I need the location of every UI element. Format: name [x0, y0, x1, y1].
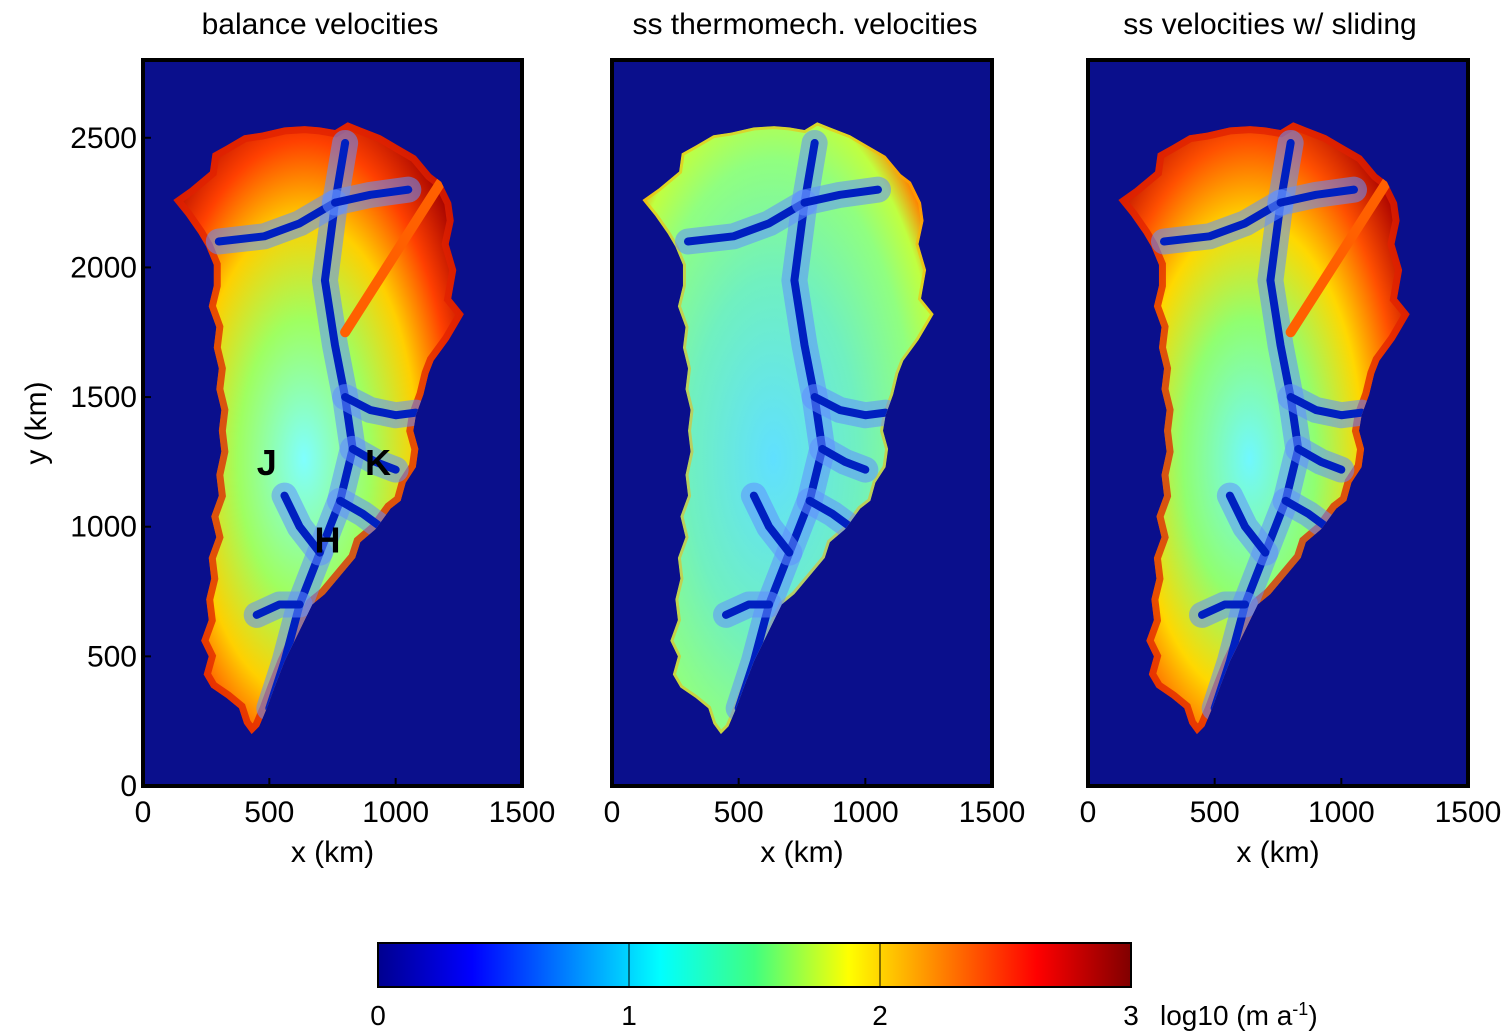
panel-title: ss velocities w/ sliding	[1123, 8, 1416, 41]
x-axis-label: x (km)	[760, 836, 843, 869]
ice-divide	[252, 600, 304, 619]
panel-3: ss velocities w/ sliding 0 500 1000 1500 x (k…	[1080, 8, 1502, 869]
colorbar-tick-label: 3	[1123, 1000, 1139, 1031]
plot-frame	[1086, 58, 1470, 788]
colorbar-scale	[377, 942, 1132, 988]
plot-frame	[610, 58, 994, 788]
x-tick-label: 500	[714, 796, 764, 829]
unit-base: log10 (m a	[1160, 1000, 1293, 1031]
ice-divide	[1281, 496, 1331, 531]
ice-divide	[810, 393, 890, 420]
ice-divide	[805, 496, 855, 531]
ice-sheet	[642, 122, 934, 735]
ice-divide	[749, 491, 794, 557]
y-tick-label: 2500	[70, 122, 137, 155]
ice-divide	[818, 444, 870, 474]
ice-divide	[214, 198, 340, 246]
panel-title: ss thermomech. velocities	[632, 8, 977, 41]
x-tick-label: 0	[1080, 796, 1097, 829]
ice-divide	[1276, 185, 1358, 207]
panel-2: ss thermomech. velocities 0 500 1000 1500 x (…	[604, 8, 1026, 869]
x-tick-label: 1000	[1308, 796, 1375, 829]
colorbar: 0 1 2 3 log10 (m a-1)	[370, 942, 1318, 1031]
coastal-margin	[642, 122, 934, 735]
ice-divide	[1225, 491, 1270, 557]
ice-sheet	[1118, 122, 1410, 735]
ice-divide	[336, 496, 385, 531]
y-tick-label: 2000	[70, 251, 137, 284]
x-tick-label: 1500	[959, 796, 1026, 829]
x-tick-label: 1500	[489, 796, 556, 829]
panel-1: balance velocities 0 500 1000 1500 x (km) 0 500…	[20, 8, 555, 869]
colorbar-tick-label: 2	[872, 1000, 888, 1031]
x-axis-label: x (km)	[291, 836, 374, 869]
x-tick-label: 500	[244, 796, 294, 829]
region-marker: K	[365, 442, 391, 483]
region-marker: H	[314, 520, 340, 561]
x-tick-label: 0	[604, 796, 621, 829]
ice-divide	[348, 444, 400, 474]
ice-divide	[722, 600, 774, 619]
ice-divide	[800, 185, 882, 207]
x-tick-label: 0	[135, 796, 152, 829]
y-axis-label: y (km)	[20, 381, 53, 464]
x-tick-label: 500	[1190, 796, 1240, 829]
x-tick-label: 1000	[832, 796, 899, 829]
colorbar-unit-label: log10 (m a-1)	[1160, 999, 1318, 1031]
ice-divide	[1294, 444, 1346, 474]
panel-title: balance velocities	[202, 8, 439, 41]
y-tick-label: 1000	[70, 511, 137, 544]
ice-sheet	[173, 122, 464, 735]
ice-divide	[1198, 600, 1250, 619]
ice-divide	[684, 198, 809, 246]
x-axis-label: x (km)	[1236, 836, 1319, 869]
ice-divide	[1160, 198, 1285, 246]
colorbar-tick-label: 1	[621, 1000, 637, 1031]
ne-ice-stream	[1285, 176, 1392, 338]
ice-divide	[331, 185, 413, 207]
y-tick-label: 500	[87, 640, 137, 673]
ice-divide	[341, 393, 420, 420]
colorbar-tick-label: 0	[370, 1000, 386, 1031]
ice-divide	[1286, 393, 1366, 420]
unit-close: )	[1308, 1000, 1317, 1031]
ne-ice-stream	[340, 176, 447, 338]
y-tick-label: 1500	[70, 381, 137, 414]
region-marker: J	[257, 442, 277, 483]
y-tick-label: 0	[120, 770, 137, 803]
unit-superscript: -1	[1292, 999, 1308, 1019]
x-tick-label: 1500	[1435, 796, 1502, 829]
ice-sheet-field	[642, 122, 934, 735]
plot-frame	[141, 58, 524, 788]
ice-divide	[280, 491, 324, 557]
x-tick-label: 1000	[362, 796, 429, 829]
ice-sheet-field	[173, 122, 464, 735]
